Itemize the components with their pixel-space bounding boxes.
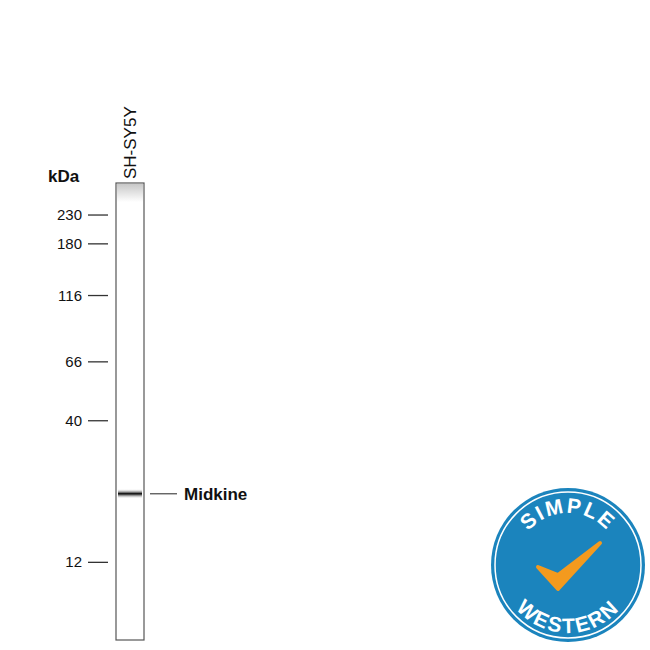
tick [88,214,108,215]
logo-text: WESTERN [513,595,624,637]
tick [88,243,108,244]
tick [88,361,108,362]
axis-label: kDa [48,167,80,186]
tick-label: 40 [65,412,82,429]
lane [116,183,144,640]
tick [88,420,108,421]
category-label: SH-SY5Y [121,106,140,179]
band-pointer [150,493,177,494]
tick-label: 180 [57,235,82,252]
logo [491,488,645,642]
tick-label: 66 [65,353,82,370]
band [118,489,142,499]
tick [88,295,108,296]
logo-check [538,543,600,589]
logo-text: SIMPLE [515,494,620,534]
bands [118,489,142,499]
tick-label: 230 [57,206,82,223]
tick [88,562,108,563]
band-label: Midkine [184,485,247,504]
logo-ring [495,492,641,638]
chart: SH-SY5Y kDa 12 40 66 116 180 230 Midkine SIMPLE WE… [0,0,650,650]
lane-smear [117,184,143,202]
tick-label: 116 [58,287,82,304]
tick-label: 12 [65,553,82,570]
chart-root: SH-SY5Y kDa 12 40 66 116 180 230 Midkine SIMPLE WE… [0,0,650,650]
